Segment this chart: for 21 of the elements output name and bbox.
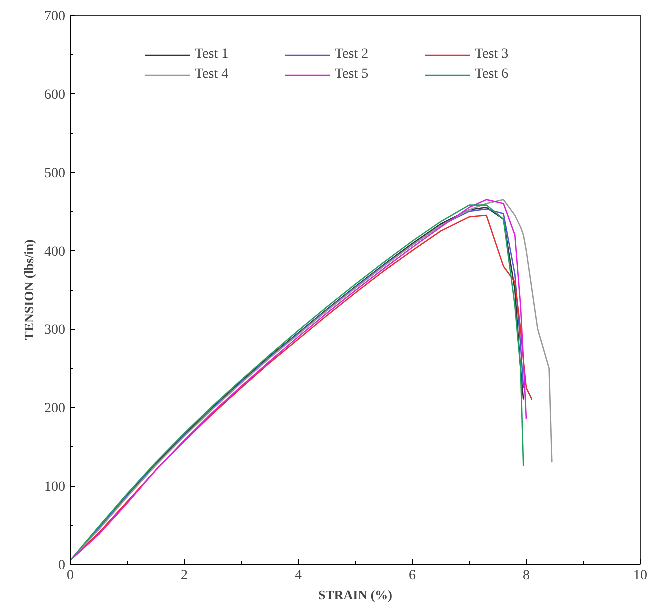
y-tick-label: 0 xyxy=(58,558,66,574)
y-tick-label: 500 xyxy=(44,166,66,182)
legend-label: Test 5 xyxy=(335,67,370,83)
legend-label: Test 6 xyxy=(475,67,510,83)
x-tick-label: 6 xyxy=(409,568,416,584)
y-tick-label: 700 xyxy=(44,10,66,24)
y-tick-label: 100 xyxy=(44,480,66,496)
y-tick-label: 600 xyxy=(44,88,66,103)
legend-label: Test 3 xyxy=(475,47,510,63)
y-tick-label: 400 xyxy=(44,244,66,260)
x-axis-title: STRAIN (%) xyxy=(318,588,393,602)
legend-label: Test 4 xyxy=(195,67,230,83)
x-tick-label: 8 xyxy=(523,568,530,584)
y-axis-title: TENSION (lbs/in) xyxy=(22,240,36,340)
x-tick-label: 10 xyxy=(634,568,648,584)
legend-label: Test 1 xyxy=(195,47,230,63)
x-tick-label: 2 xyxy=(181,568,188,584)
legend-label: Test 2 xyxy=(335,47,370,63)
x-tick-label: 4 xyxy=(295,568,302,584)
y-tick-label: 300 xyxy=(44,323,66,338)
y-tick-label: 200 xyxy=(44,402,66,417)
